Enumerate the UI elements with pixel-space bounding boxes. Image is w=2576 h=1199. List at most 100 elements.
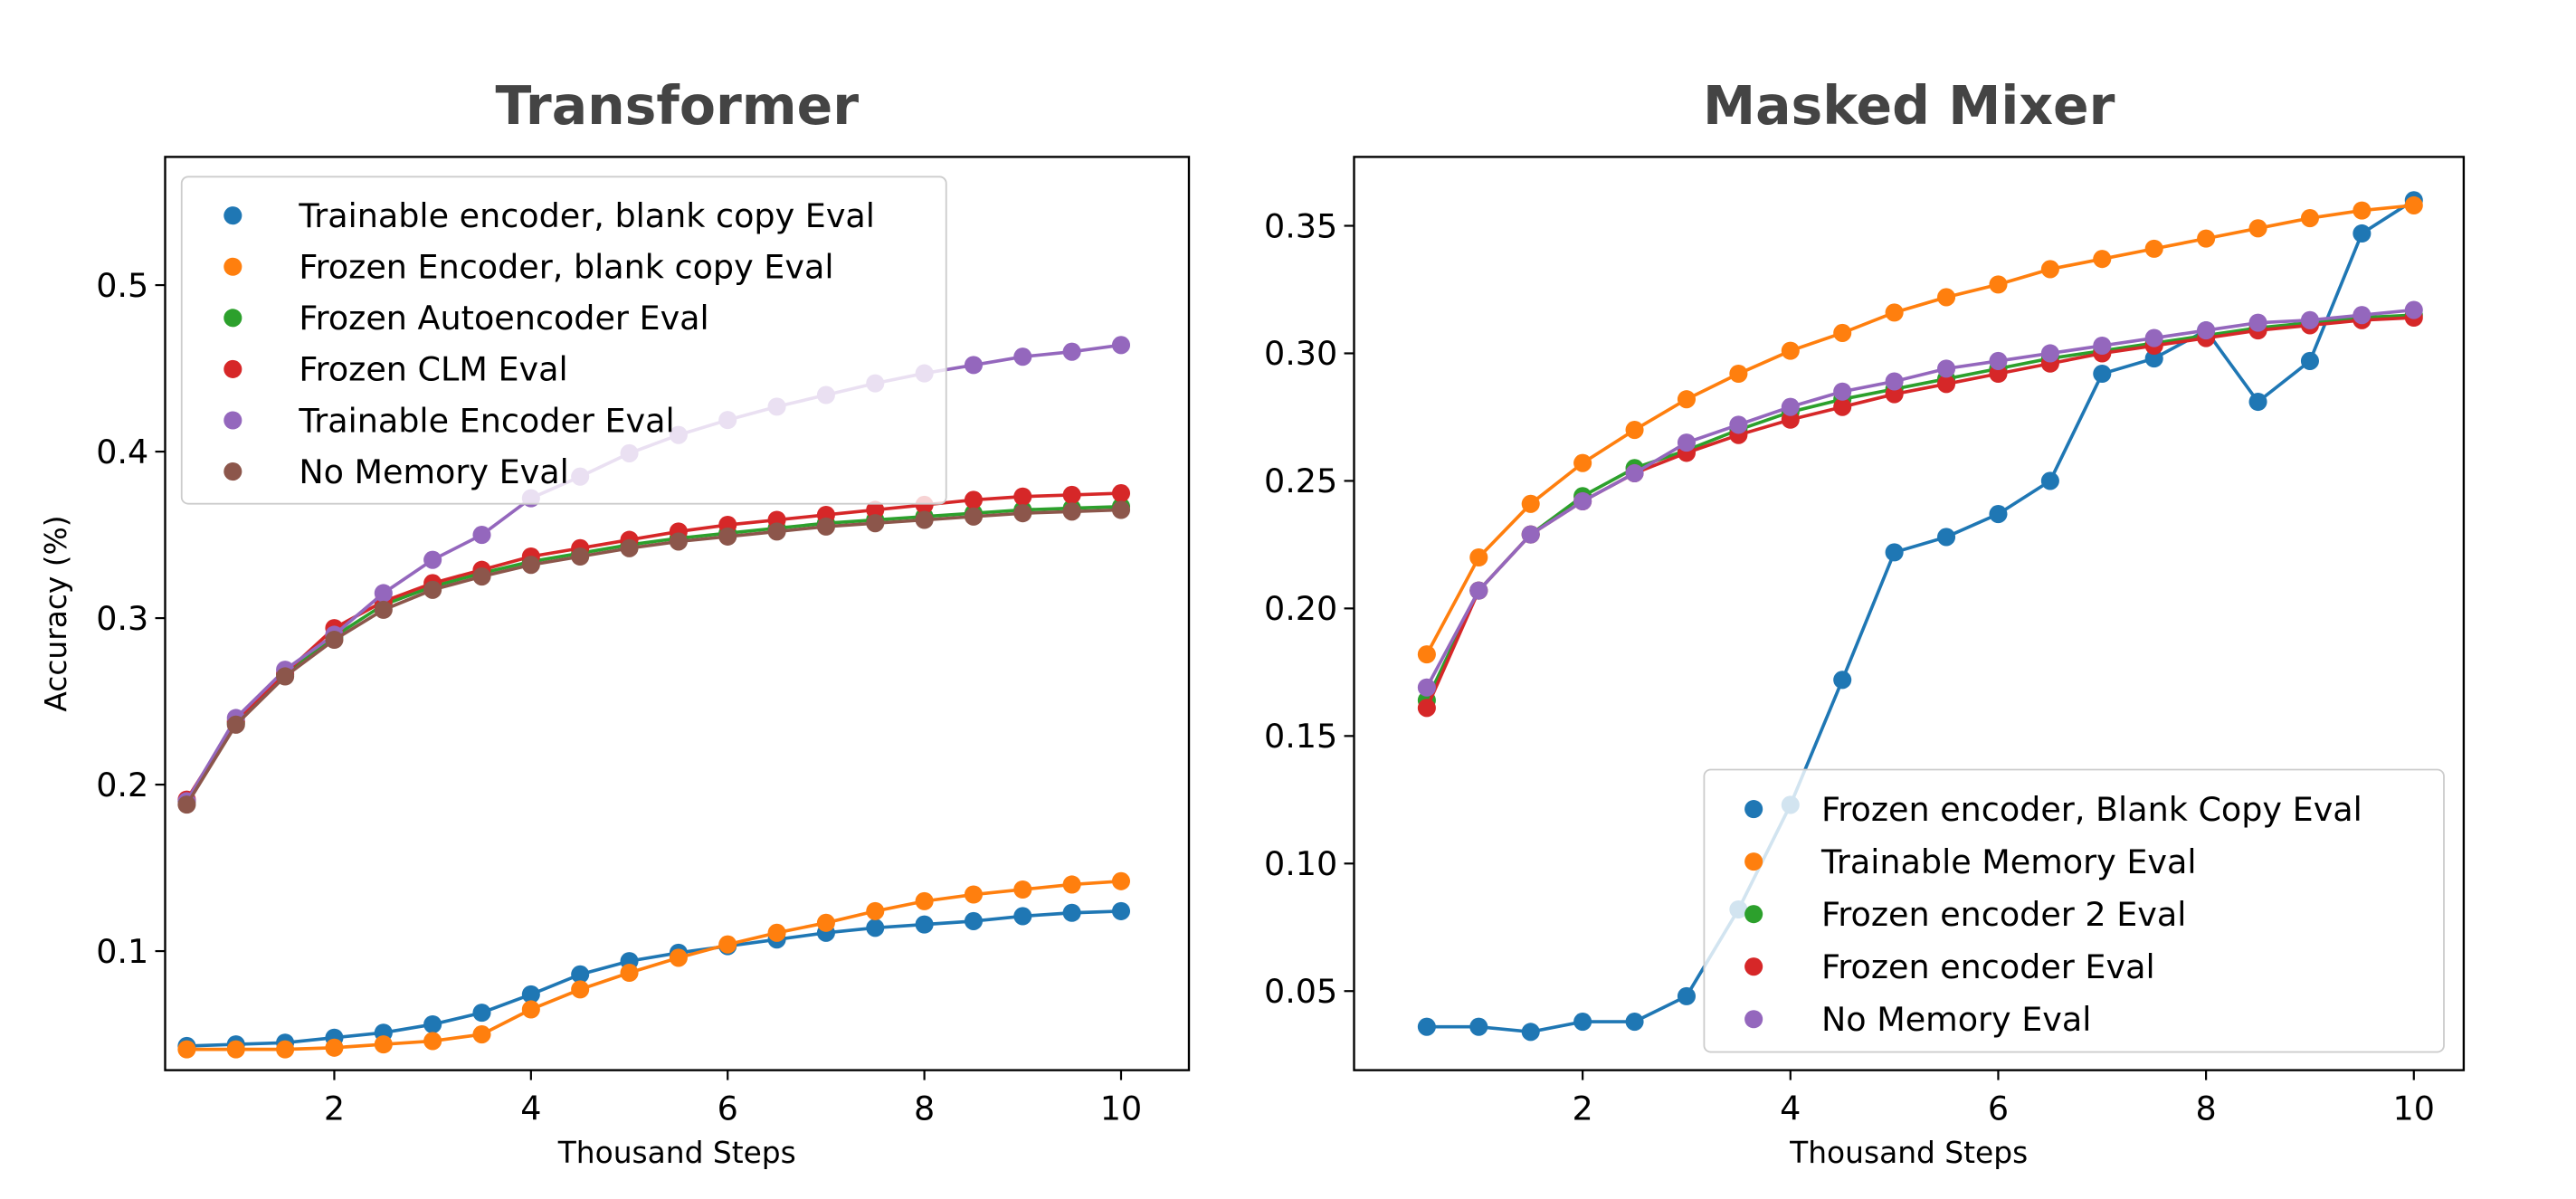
data-point (866, 500, 885, 519)
data-point (1417, 1017, 1436, 1036)
y-tick-label: 0.30 (1264, 334, 1337, 373)
data-point (964, 507, 983, 526)
x-axis-label: Thousand Steps (557, 1136, 796, 1170)
data-point (423, 550, 442, 569)
data-point (1625, 463, 1644, 483)
data-point (718, 527, 737, 546)
series-1 (177, 871, 1131, 1059)
legend-box (1703, 768, 2445, 1053)
legend-label: Trainable Encoder Eval (298, 401, 674, 440)
data-point (1937, 528, 1956, 547)
legend-marker (223, 206, 242, 225)
data-point (2248, 313, 2267, 332)
data-point (1833, 671, 1852, 690)
data-point (1013, 347, 1032, 366)
chart-title: Masked Mixer (1703, 75, 2115, 137)
data-point (2197, 321, 2216, 340)
data-point (718, 935, 737, 954)
data-point (1937, 375, 1956, 394)
data-point (2300, 209, 2319, 228)
data-point (1833, 382, 1852, 401)
data-point (571, 980, 590, 999)
data-point (1833, 323, 1852, 342)
data-point (1111, 871, 1131, 890)
data-point (2093, 364, 2112, 384)
series-2 (1417, 306, 2423, 709)
axes-frame (164, 156, 1191, 1071)
legend-label: Frozen CLM Eval (299, 350, 567, 389)
series-0 (177, 901, 1131, 1055)
data-point (1781, 397, 1800, 416)
chart-1: Masked Mixer 2 4 6 8 10 0.05 0.10 0.15 0.20 0.25 0.… (1264, 75, 2466, 1170)
data-point (226, 715, 245, 734)
data-point (276, 1040, 295, 1059)
data-point (2093, 250, 2112, 269)
data-point (620, 538, 639, 557)
data-point (521, 556, 540, 575)
series-5 (177, 500, 1131, 814)
data-point (2404, 195, 2423, 214)
data-point (1573, 453, 1592, 472)
data-point (276, 667, 295, 686)
data-point (1521, 494, 1540, 513)
data-point (2248, 219, 2267, 238)
chart-title: Transformer (496, 75, 860, 137)
data-point (571, 547, 590, 566)
data-point (1833, 397, 1852, 416)
data-point (1469, 1017, 1488, 1036)
axes-frame (1353, 156, 2466, 1071)
data-point (2040, 344, 2059, 363)
x-tick-label: 6 (1988, 1089, 2009, 1128)
legend-label: Trainable encoder, blank copy Eval (298, 196, 875, 235)
data-point (423, 580, 442, 599)
data-point (669, 948, 688, 967)
data-point (472, 1025, 491, 1044)
legend: Trainable encoder, blank copy Eval Frozen… (180, 176, 947, 505)
data-point (1062, 903, 1081, 922)
data-point (669, 532, 688, 551)
legend-marker (223, 257, 242, 276)
data-point (1885, 543, 1904, 562)
data-point (2144, 239, 2163, 258)
series-4 (1417, 300, 2423, 697)
legend-label: Trainable Memory Eval (1820, 842, 2197, 881)
data-point (1573, 1013, 1592, 1032)
data-point (2197, 229, 2216, 248)
data-point (2353, 201, 2372, 220)
data-point (1989, 364, 2008, 384)
data-point (177, 1040, 196, 1059)
legend-box (180, 176, 947, 505)
data-point (1989, 505, 2008, 524)
data-point (1677, 390, 1696, 409)
data-point (964, 885, 983, 904)
legend-label: No Memory Eval (1821, 1000, 2091, 1039)
y-tick-label: 0.05 (1264, 972, 1337, 1011)
data-point (2093, 336, 2112, 356)
data-point (816, 913, 835, 932)
legend-label: Frozen Autoencoder Eval (299, 299, 708, 338)
x-tick-label: 4 (520, 1089, 541, 1128)
data-point (472, 1004, 491, 1023)
data-point (1677, 433, 1696, 452)
data-point (1625, 421, 1644, 440)
data-point (374, 600, 393, 619)
legend-marker (223, 309, 242, 328)
data-point (1013, 487, 1032, 506)
data-point (1013, 880, 1032, 899)
data-point (2300, 351, 2319, 370)
data-point (964, 356, 983, 375)
legend-label: Frozen encoder, Blank Copy Eval (1821, 790, 2362, 829)
x-axis-label: Thousand Steps (1789, 1136, 2028, 1170)
data-point (374, 584, 393, 603)
data-point (1937, 359, 1956, 378)
data-point (2040, 471, 2059, 490)
y-tick-label: 0.4 (96, 433, 148, 471)
legend-marker (1744, 800, 1763, 819)
x-tick-label: 6 (718, 1089, 738, 1128)
legend-label: Frozen Encoder, blank copy Eval (299, 248, 833, 287)
data-point (1937, 288, 1956, 307)
data-point (1677, 986, 1696, 1005)
data-point (915, 915, 934, 934)
series-line (185, 504, 1122, 803)
data-point (1989, 351, 2008, 370)
